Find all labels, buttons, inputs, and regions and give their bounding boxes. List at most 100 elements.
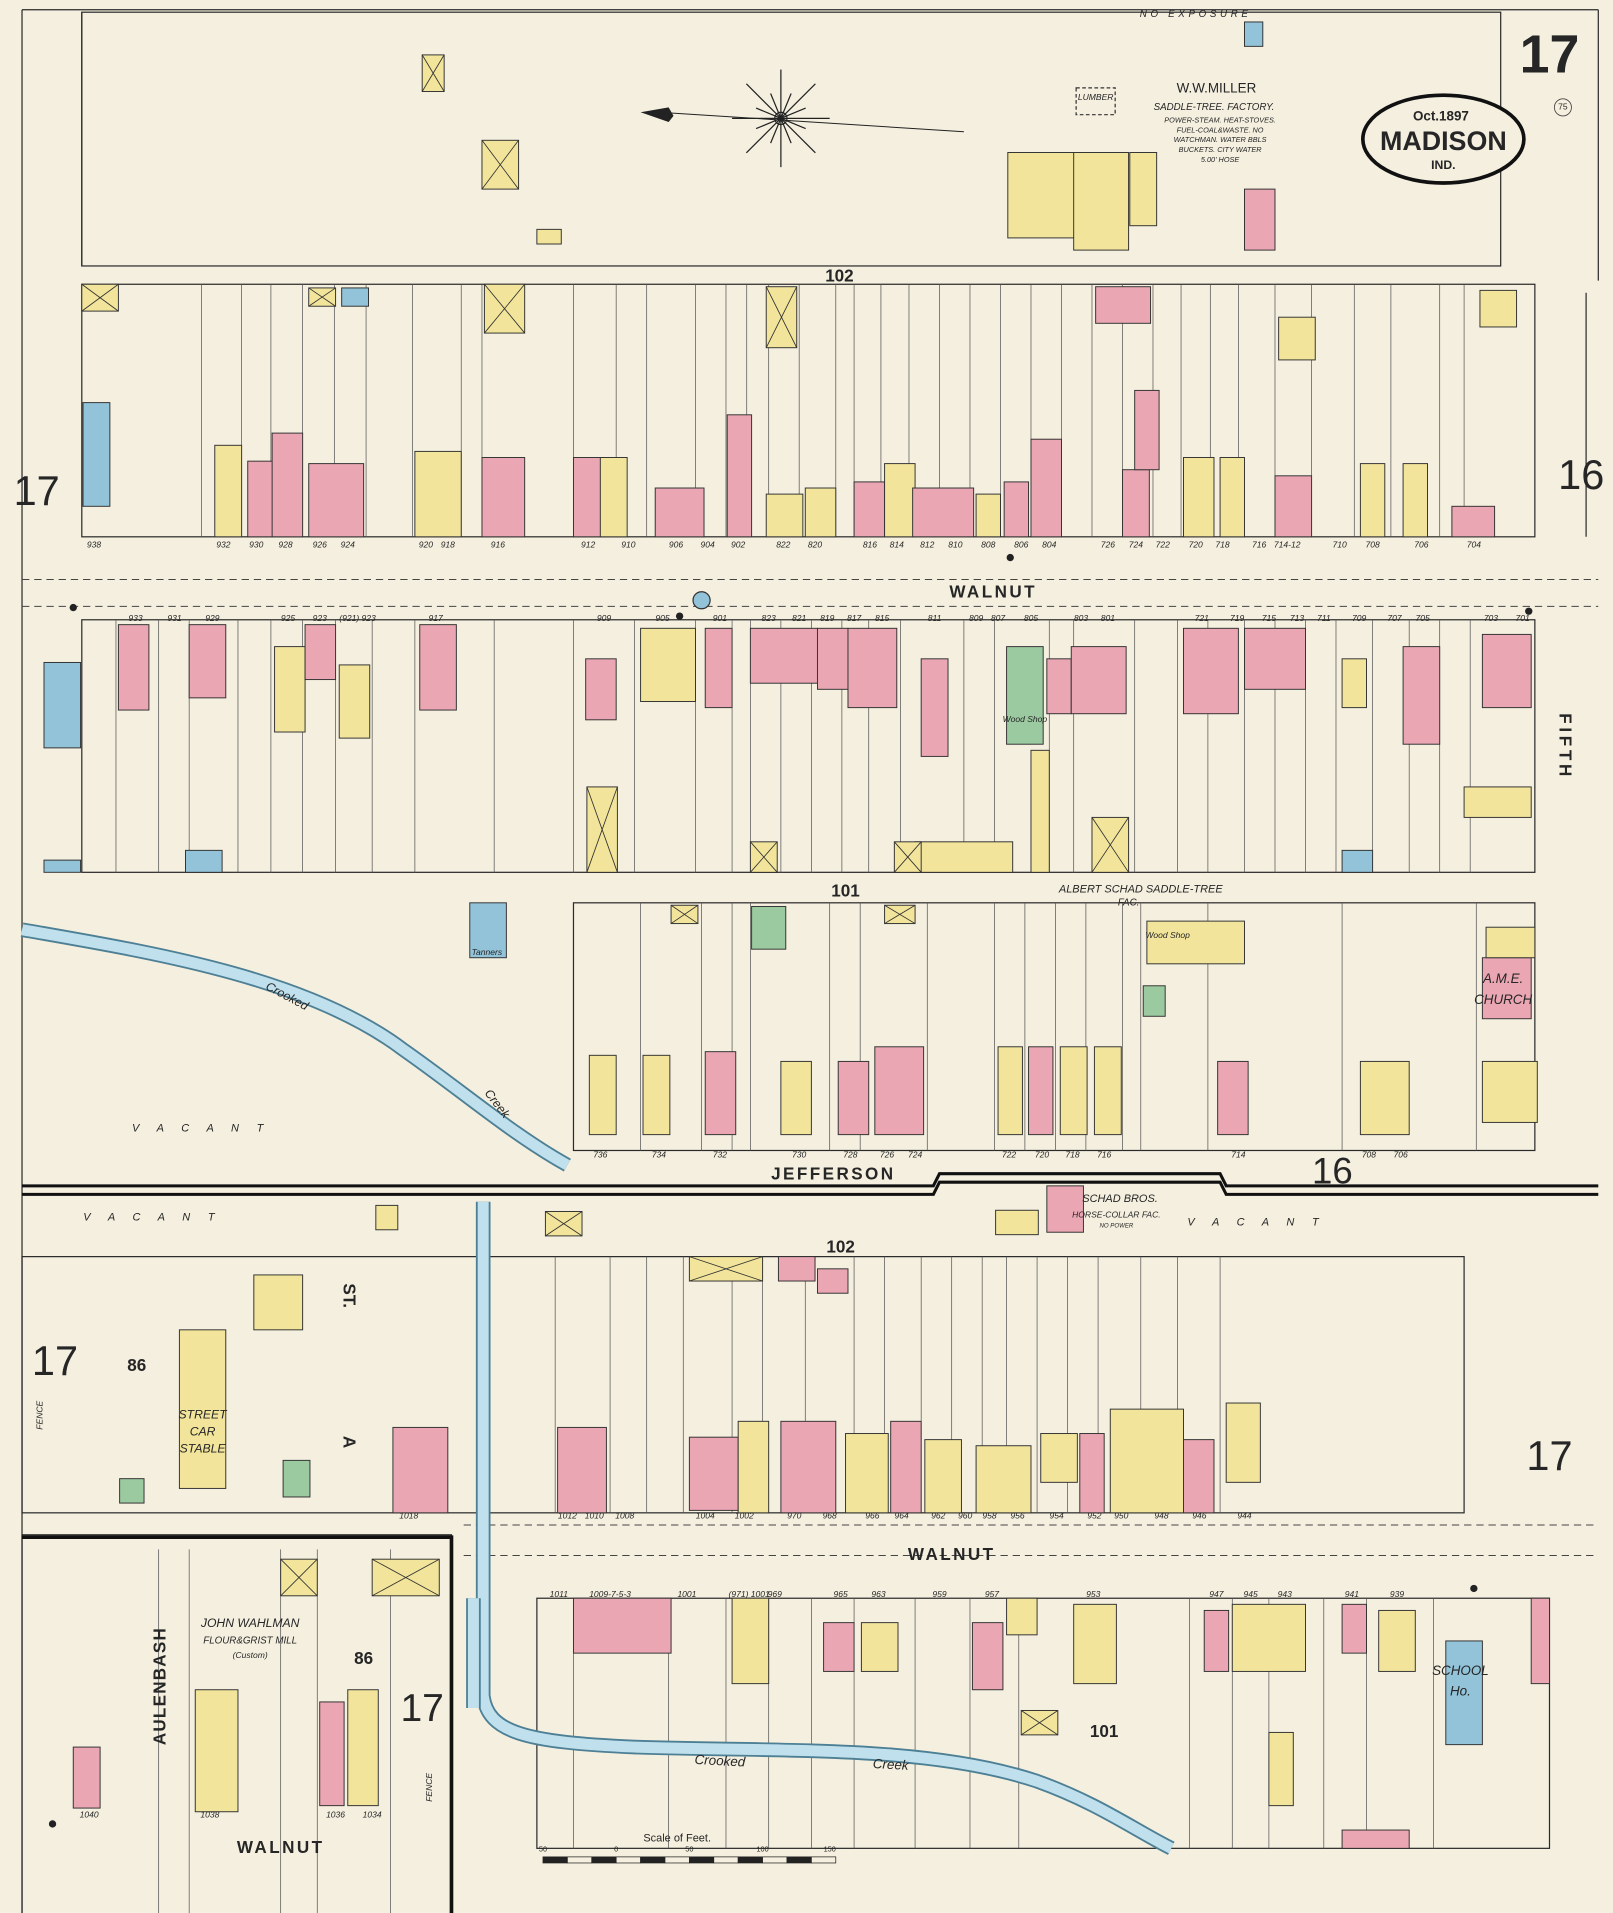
label: 808 (981, 540, 995, 550)
label: 17 (32, 1337, 78, 1384)
label: 814 (890, 540, 904, 550)
building (1217, 1060, 1249, 1136)
building (117, 624, 150, 711)
building (847, 627, 898, 709)
label: 904 (701, 540, 715, 550)
label: 932 (216, 540, 230, 550)
compass-ray (780, 118, 792, 144)
label: V A C A N T (132, 1122, 271, 1134)
label: 928 (278, 540, 292, 550)
label: 941 (1345, 1589, 1359, 1599)
label: 806 (1014, 540, 1028, 550)
building (557, 1426, 607, 1514)
scale-segment (615, 1856, 641, 1864)
building (731, 1597, 770, 1685)
label: 16 (1312, 1150, 1353, 1191)
label: FENCE (35, 1400, 45, 1429)
label: 948 (1154, 1511, 1168, 1521)
building (1481, 1060, 1538, 1123)
compass-arrow (640, 107, 674, 123)
hydrant (675, 612, 684, 620)
label: 704 (1467, 540, 1481, 550)
label: WALNUT (908, 1545, 996, 1564)
building (1479, 289, 1518, 328)
label: 86 (354, 1649, 373, 1668)
building-cross (750, 841, 778, 873)
label: 902 (731, 540, 745, 550)
label: 929 (205, 613, 219, 623)
building (572, 457, 605, 538)
label: 943 (1278, 1589, 1292, 1599)
scale-segment (664, 1856, 690, 1864)
label: 75 (1558, 102, 1568, 112)
building (1485, 926, 1536, 959)
rail-line (22, 1180, 1599, 1196)
building (585, 658, 617, 721)
building (920, 658, 949, 757)
label: 17 (1520, 25, 1580, 85)
label: 931 (167, 613, 181, 623)
label: 86 (127, 1356, 146, 1375)
label: 954 (1049, 1511, 1063, 1521)
label: 721 (1195, 613, 1209, 623)
scale-segment (762, 1856, 788, 1864)
building-cross (765, 286, 798, 348)
building-cross (484, 283, 526, 334)
block-outline (572, 902, 1536, 1152)
building (188, 624, 227, 699)
label: 1004 (696, 1511, 715, 1521)
label: 1010 (585, 1511, 604, 1521)
label: 709 (1352, 613, 1366, 623)
label: 816 (863, 540, 877, 550)
label: 713 (1290, 613, 1304, 623)
label: FUEL-COAL&WASTE. NO (1177, 125, 1264, 134)
compass (640, 69, 964, 168)
label: 1036 (326, 1810, 345, 1820)
label: 912 (581, 540, 595, 550)
label: SCHAD BROS. (1082, 1193, 1158, 1205)
label: 1001 (677, 1589, 696, 1599)
building (1182, 1439, 1215, 1514)
label: ST. (339, 1283, 358, 1308)
building (1121, 469, 1150, 538)
label: 946 (1192, 1511, 1206, 1521)
label: 734 (652, 1150, 666, 1160)
label: 714-12 (1274, 540, 1301, 550)
label: 726 (1101, 540, 1115, 550)
building (642, 1054, 671, 1136)
building (253, 1274, 304, 1331)
building (1341, 1603, 1367, 1654)
scale-segment (591, 1856, 617, 1864)
label: 819 (820, 613, 834, 623)
label: A.M.E. (1482, 971, 1523, 986)
building (1073, 152, 1130, 251)
label: 703 (1484, 613, 1498, 623)
building (1007, 152, 1076, 239)
building (1244, 21, 1264, 47)
label: 925 (281, 613, 295, 623)
creek (477, 1201, 1174, 1854)
label: 804 (1042, 540, 1056, 550)
label: FAC. (1118, 897, 1140, 908)
label: 102 (826, 1238, 855, 1257)
label: 728 (843, 1150, 857, 1160)
building (572, 1597, 672, 1654)
label: V A C A N T (1187, 1216, 1326, 1228)
building-cross (689, 1256, 763, 1282)
label: 732 (713, 1150, 727, 1160)
building (319, 1701, 345, 1807)
building (804, 487, 837, 538)
label: 730 (792, 1150, 806, 1160)
building (282, 1459, 311, 1498)
building (914, 841, 1014, 873)
building (816, 627, 849, 690)
building (853, 481, 886, 538)
label: A (339, 1436, 358, 1448)
label: 916 (491, 540, 505, 550)
creek (21, 924, 571, 1170)
label: 809 (969, 613, 983, 623)
building (845, 1433, 889, 1514)
label: 965 (834, 1589, 848, 1599)
